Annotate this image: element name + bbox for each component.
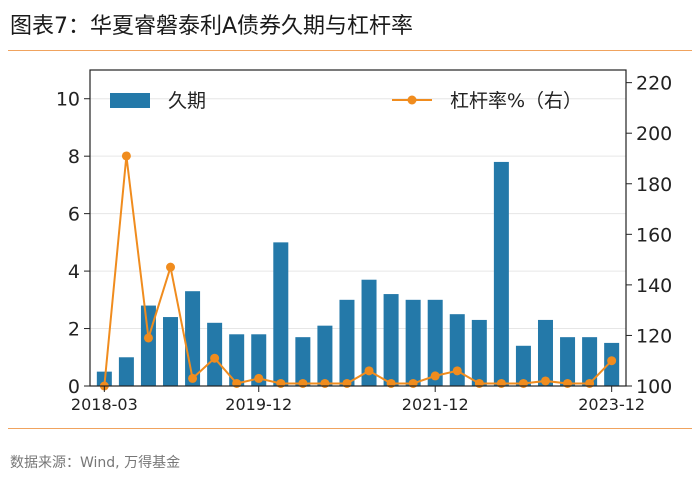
bar-2018-09 <box>140 305 156 386</box>
x-tick-label: 2021-12 <box>402 395 469 414</box>
bar-2020-06 <box>295 337 311 386</box>
leverage-point-2021-06 <box>386 378 396 388</box>
leverage-point-2019-09 <box>232 378 242 388</box>
leverage-point-2020-09 <box>320 378 330 388</box>
x-tick-label: 2023-12 <box>578 395 645 414</box>
bar-2022-03 <box>449 314 465 386</box>
leverage-point-2019-12 <box>254 373 264 383</box>
right-tick-label: 100 <box>636 376 672 398</box>
bar-2019-03 <box>185 291 201 386</box>
left-y-axis: 0 2 4 6 8 10 <box>56 89 90 398</box>
bar-2021-03 <box>361 279 377 386</box>
leverage-point-2023-09 <box>585 378 595 388</box>
leverage-point-2021-09 <box>408 378 418 388</box>
bar-2020-03 <box>273 242 289 386</box>
bar-2018-06 <box>118 357 134 386</box>
bar-2023-09 <box>582 337 598 386</box>
bar-2022-12 <box>515 345 531 386</box>
leverage-point-2020-06 <box>298 378 308 388</box>
bar-2022-06 <box>471 319 487 386</box>
left-tick-label: 4 <box>68 261 80 283</box>
leverage-point-2023-12 <box>607 356 617 366</box>
bar-2019-12 <box>251 334 267 386</box>
bar-2021-06 <box>383 294 399 386</box>
right-tick-label: 220 <box>636 73 672 95</box>
leverage-point-2022-12 <box>518 378 528 388</box>
source-note: 数据来源：Wind, 万得基金 <box>10 455 181 471</box>
legend: 久期 杠杆率%（右） <box>110 90 582 112</box>
bar-2019-09 <box>229 334 245 386</box>
leverage-point-2019-06 <box>210 353 220 363</box>
chart-title: 图表7：华夏睿磐泰利A债券久期与杠杆率 <box>10 14 414 39</box>
left-tick-label: 10 <box>56 89 80 111</box>
right-tick-label: 180 <box>636 174 672 196</box>
left-tick-label: 0 <box>68 376 80 398</box>
legend-bar-swatch <box>110 93 150 108</box>
leverage-point-2019-03 <box>188 373 198 383</box>
plot-frame <box>89 69 627 387</box>
x-tick-label: 2018-03 <box>71 395 138 414</box>
right-tick-label: 140 <box>636 275 672 297</box>
left-tick-label: 2 <box>68 319 80 341</box>
leverage-point-2020-12 <box>342 378 352 388</box>
left-tick-label: 6 <box>68 204 80 226</box>
bar-2023-03 <box>537 319 553 386</box>
right-tick-label: 120 <box>636 325 672 347</box>
leverage-point-2018-12 <box>166 262 176 272</box>
left-tick-label: 8 <box>68 146 80 168</box>
leverage-point-2020-03 <box>276 378 286 388</box>
leverage-point-2018-09 <box>143 333 153 343</box>
bar-2023-06 <box>560 337 576 386</box>
right-tick-label: 160 <box>636 224 672 246</box>
legend-bar-label: 久期 <box>168 90 206 112</box>
right-tick-label: 200 <box>636 123 672 145</box>
title-divider <box>8 50 692 51</box>
leverage-point-2022-03 <box>452 366 462 376</box>
leverage-point-2022-09 <box>496 378 506 388</box>
leverage-point-2023-03 <box>540 376 550 386</box>
leverage-point-2018-06 <box>121 151 131 161</box>
leverage-point-2021-12 <box>430 371 440 381</box>
duration-bars <box>96 161 620 386</box>
leverage-point-2023-06 <box>563 378 573 388</box>
leverage-point-2021-03 <box>364 366 374 376</box>
bar-2021-12 <box>427 299 443 386</box>
leverage-point-2022-06 <box>474 378 484 388</box>
bar-2022-09 <box>493 161 509 386</box>
footer-divider <box>8 428 692 429</box>
right-y-axis: 100 120 140 160 180 200 220 <box>626 73 672 398</box>
bar-2020-12 <box>339 299 355 386</box>
bar-2021-09 <box>405 299 421 386</box>
legend-line-label: 杠杆率%（右） <box>450 90 582 112</box>
legend-line-marker <box>407 95 417 105</box>
x-tick-label: 2019-12 <box>225 395 292 414</box>
bar-2018-12 <box>163 317 179 386</box>
x-axis: 2018-03 2019-12 2021-12 2023-12 <box>71 386 645 414</box>
bar-2020-09 <box>317 325 333 386</box>
